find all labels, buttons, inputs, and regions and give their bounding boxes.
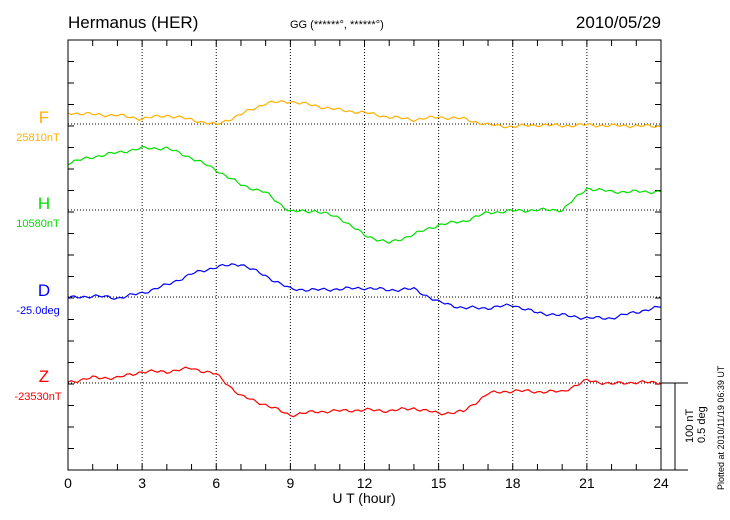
- trace-H: [67, 145, 662, 245]
- series-name-Z: Z: [39, 367, 49, 386]
- series-baseline-D: -25.0deg: [16, 305, 59, 317]
- series-baseline-F: 25810nT: [16, 132, 60, 144]
- x-tick-label: 18: [505, 475, 521, 491]
- grid: [67, 39, 662, 471]
- series-name-F: F: [39, 108, 49, 127]
- x-tick-label: 9: [286, 475, 294, 491]
- series-baseline-Z: -23530nT: [14, 391, 61, 403]
- x-tick-label: 12: [357, 475, 373, 491]
- series-labels: F 25810nT H 10580nT D -25.0deg Z -23530nT: [14, 108, 61, 403]
- trace-Z: [67, 366, 662, 418]
- date-label: 2010/05/29: [576, 13, 661, 32]
- series-name-H: H: [38, 194, 50, 213]
- series-name-D: D: [38, 281, 50, 300]
- plot-frame: [67, 39, 662, 471]
- x-tick-label: 21: [579, 475, 595, 491]
- x-tick-label: 0: [64, 475, 72, 491]
- trace-D: [67, 263, 662, 320]
- series-baseline-H: 10580nT: [16, 218, 60, 230]
- plotted-at-label: Plotted at 2010/11/19 06:39 UT: [716, 365, 726, 490]
- station-title: Hermanus (HER): [68, 13, 198, 32]
- x-tick-label: 24: [653, 475, 669, 491]
- x-tick-label: 15: [431, 475, 447, 491]
- x-axis-label: U T (hour): [332, 490, 395, 506]
- trace-F: [67, 99, 662, 129]
- scale-nt: 100 nT: [684, 408, 696, 443]
- x-tick-label: 3: [138, 475, 146, 491]
- x-tick-labels: 0 3 6 9 12 15 18 21 24: [64, 475, 669, 491]
- scale-bar: 100 nT 0.5 deg: [661, 382, 708, 471]
- coordinates-label: GG (******°, ******°): [290, 19, 384, 31]
- scale-deg: 0.5 deg: [696, 406, 708, 443]
- traces: [67, 99, 662, 418]
- x-tick-label: 6: [212, 475, 220, 491]
